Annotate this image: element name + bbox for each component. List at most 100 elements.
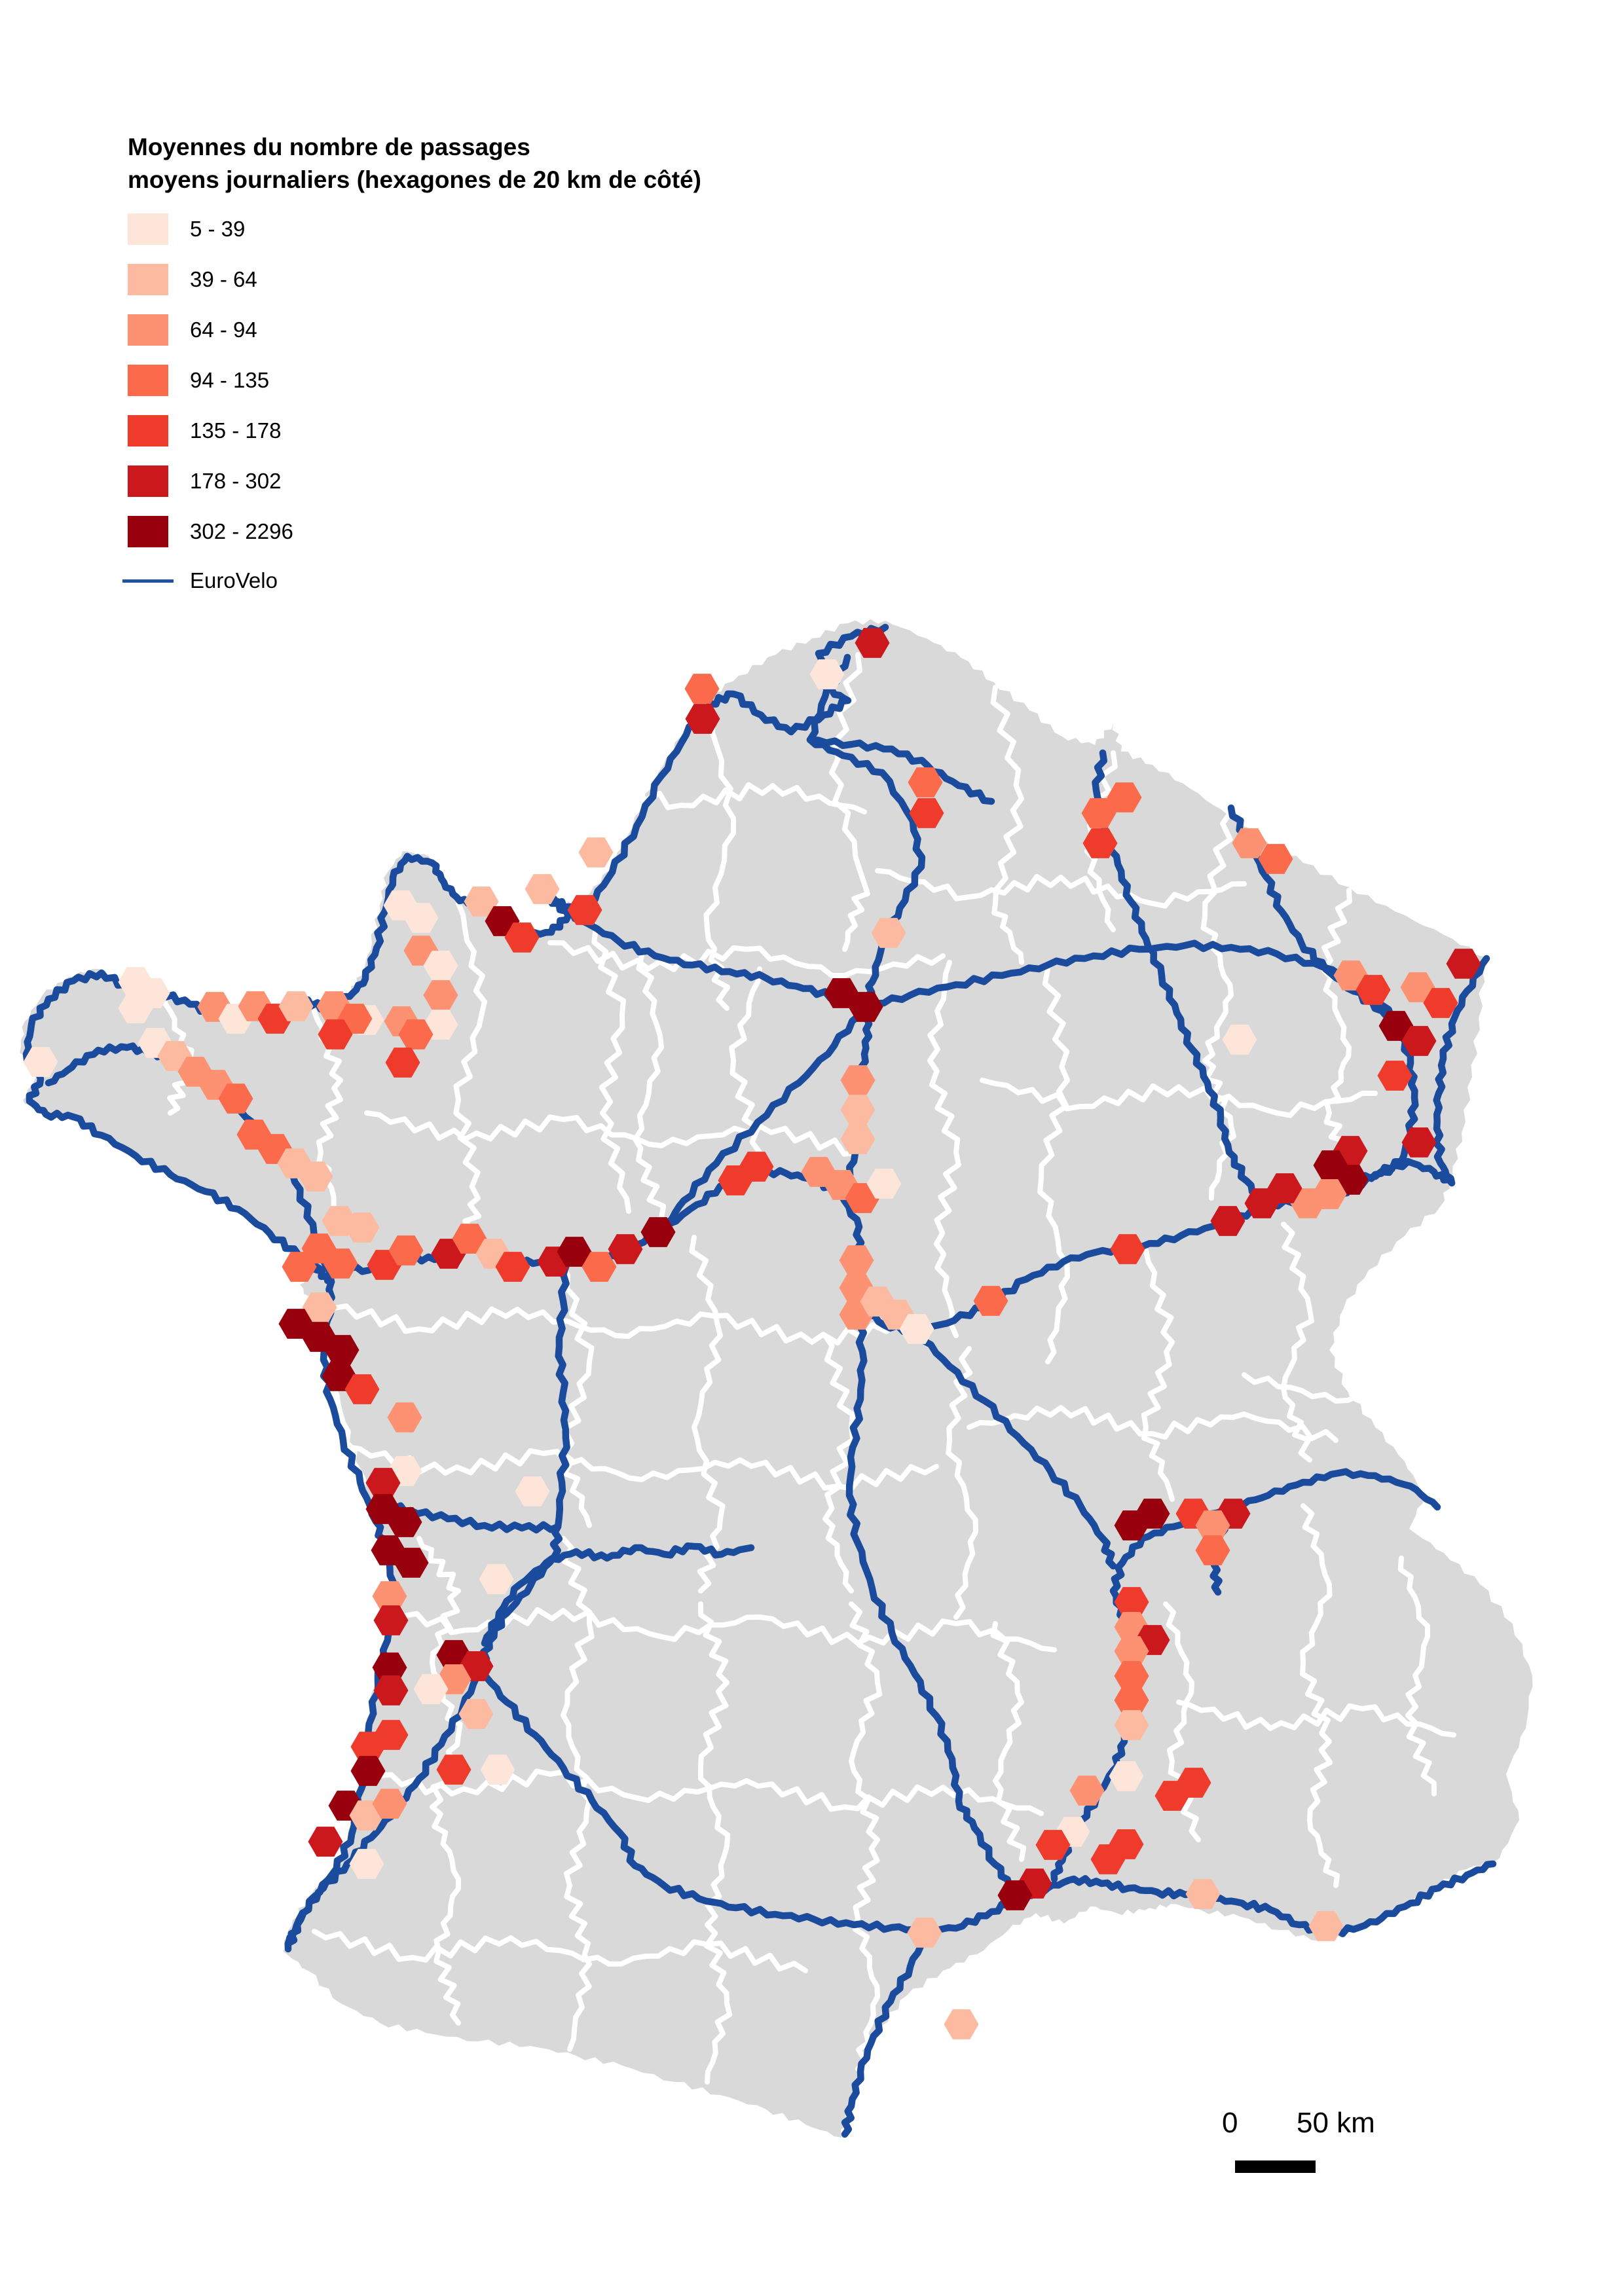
legend-item-label: 94 - 135 (190, 368, 270, 392)
hexagon-bin-class-5 (495, 1252, 530, 1282)
hexagon-bin-class-3 (1290, 1188, 1325, 1218)
legend-swatch (128, 264, 168, 295)
hexagon-bin-class-7 (1378, 1011, 1414, 1041)
hexagon-bin-class-5 (344, 1374, 380, 1404)
hexagon-bin-class-6 (685, 704, 720, 734)
hexagon-bin-class-1 (23, 1047, 58, 1077)
hexagon-bin-class-6 (855, 628, 890, 658)
legend-item: 302 - 2296 (128, 516, 717, 547)
hexagon-bin-class-4 (908, 767, 943, 797)
hexagon-bin-class-4 (1081, 798, 1116, 828)
hexagon-bin-class-7 (1114, 1510, 1149, 1540)
legend-item: 5 - 39 (128, 213, 717, 245)
route-seine-route (546, 896, 870, 1010)
scalebar-start-label: 0 (1222, 2107, 1238, 2139)
hexagon-bin-class-2 (1185, 1879, 1221, 1909)
hexagon-bin-class-6 (1210, 1206, 1246, 1236)
hexagon-bin-class-4 (388, 1235, 424, 1266)
hexagon-bin-class-5 (1176, 1768, 1211, 1798)
route-ev3-north (806, 653, 926, 1010)
route-ev3-centre (476, 1253, 570, 1673)
hexagon-bin-class-7 (848, 992, 883, 1022)
hexagon-bin-class-5 (739, 1152, 774, 1182)
hexagon-bin-class-3 (1069, 1776, 1105, 1806)
eurovelo-label: EuroVelo (190, 568, 278, 592)
hexagon-bin-class-6 (608, 1234, 643, 1264)
hexagon-bin-class-2 (907, 1918, 942, 1948)
hexagon-bin-class-4 (218, 1084, 253, 1114)
hexagon-bin-class-7 (324, 1335, 360, 1365)
department-boundaries (161, 652, 1456, 2085)
eurovelo-line-icon (122, 579, 174, 583)
hexagon-bin-class-1 (899, 1314, 934, 1344)
hexagon-bin-class-2 (840, 1124, 876, 1154)
hexagon-bin-class-3 (372, 1581, 407, 1611)
passage-hexagons (23, 628, 1481, 2039)
legend-swatch (128, 213, 168, 245)
hexagon-bin-class-2 (578, 837, 614, 867)
hexagon-bin-class-3 (1195, 1510, 1230, 1540)
hexagon-bin-class-4 (1107, 782, 1142, 812)
hexagon-bin-class-3 (1114, 1636, 1149, 1666)
hexagon-bin-class-3 (839, 1245, 874, 1275)
legend-items: 5 - 39 39 - 64 64 - 94 94 - 135 135 - 17… (122, 213, 717, 595)
hexagon-bin-class-4 (973, 1286, 1008, 1316)
hexagon-bin-class-2 (298, 1161, 333, 1192)
hexagon-bin-class-6 (1267, 1173, 1302, 1203)
hexagon-bin-class-7 (640, 1217, 676, 1247)
route-ev3-south (659, 1002, 870, 1235)
hexagon-bin-class-5 (909, 798, 944, 828)
hexagon-bin-class-7 (824, 978, 859, 1008)
hexagon-bin-class-2 (344, 1212, 380, 1243)
hexagon-bin-class-5 (1035, 1830, 1071, 1860)
hexagon-bin-class-2 (840, 1095, 876, 1125)
scalebar-bar (1235, 2160, 1316, 2173)
legend-item: 64 - 94 (128, 314, 717, 346)
hexagon-bin-class-2 (278, 991, 314, 1021)
hexagon-bin-class-4 (581, 1252, 617, 1282)
hexagon-bin-class-4 (684, 674, 720, 704)
hexagon-bin-class-3 (840, 1065, 876, 1095)
hexagon-bin-class-3 (387, 1402, 422, 1432)
hexagon-bin-class-1 (413, 1674, 449, 1704)
hexagon-bin-class-4 (323, 1248, 358, 1279)
hexagon-bin-class-2 (1308, 1911, 1344, 1941)
hexagon-bin-class-6 (1401, 1026, 1437, 1056)
hexagon-bin-class-1 (1222, 1025, 1257, 1055)
hexagon-bin-class-3 (801, 1157, 836, 1187)
hexagon-bin-class-7 (278, 1309, 314, 1339)
hexagon-bin-class-6 (373, 1675, 409, 1705)
hexagon-bin-class-6 (1446, 949, 1481, 979)
legend-swatch (128, 465, 168, 497)
hexagon-bin-class-7 (350, 1756, 386, 1786)
hexagon-bin-class-4 (452, 1224, 487, 1254)
legend-item-label: 302 - 2296 (190, 519, 293, 543)
route-nevers-lyon (913, 1328, 1117, 1570)
france-landmass (20, 619, 1533, 2138)
hexagon-bin-class-2 (1114, 1710, 1149, 1740)
legend-item: 94 - 135 (128, 365, 717, 396)
legend-swatch (128, 415, 168, 446)
hexagon-bin-class-5 (1082, 828, 1118, 858)
hexagon-bin-class-3 (372, 1789, 407, 1819)
hexagon-bin-class-7 (372, 1652, 407, 1683)
hexagon-bin-class-1 (809, 659, 845, 689)
hexagon-bin-class-7 (997, 1880, 1033, 1910)
route-viarhona (1050, 1468, 1441, 1883)
hexagon-bin-class-1 (515, 1476, 550, 1506)
hexagon-bin-class-5 (385, 1048, 420, 1078)
legend-swatch (128, 365, 168, 396)
route-canal-2-mers (477, 1666, 932, 1935)
hexagon-bin-class-3 (1333, 960, 1369, 991)
legend-item: 39 - 64 (128, 264, 717, 295)
legend-title: Moyennes du nombre de passages moyens jo… (128, 131, 717, 196)
legend-item: 135 - 178 (128, 415, 717, 446)
hexagon-bin-class-7 (387, 1507, 422, 1537)
hexagon-bin-class-7 (394, 1548, 429, 1578)
scalebar-end-label: 50 km (1297, 2107, 1375, 2139)
hexagon-bin-class-4 (1114, 1661, 1149, 1691)
hexagon-bin-class-5 (1356, 975, 1391, 1005)
hexagon-bin-class-1 (349, 1849, 384, 1879)
legend-item-label: 178 - 302 (190, 469, 282, 493)
hexagon-bin-class-4 (1114, 1685, 1149, 1715)
